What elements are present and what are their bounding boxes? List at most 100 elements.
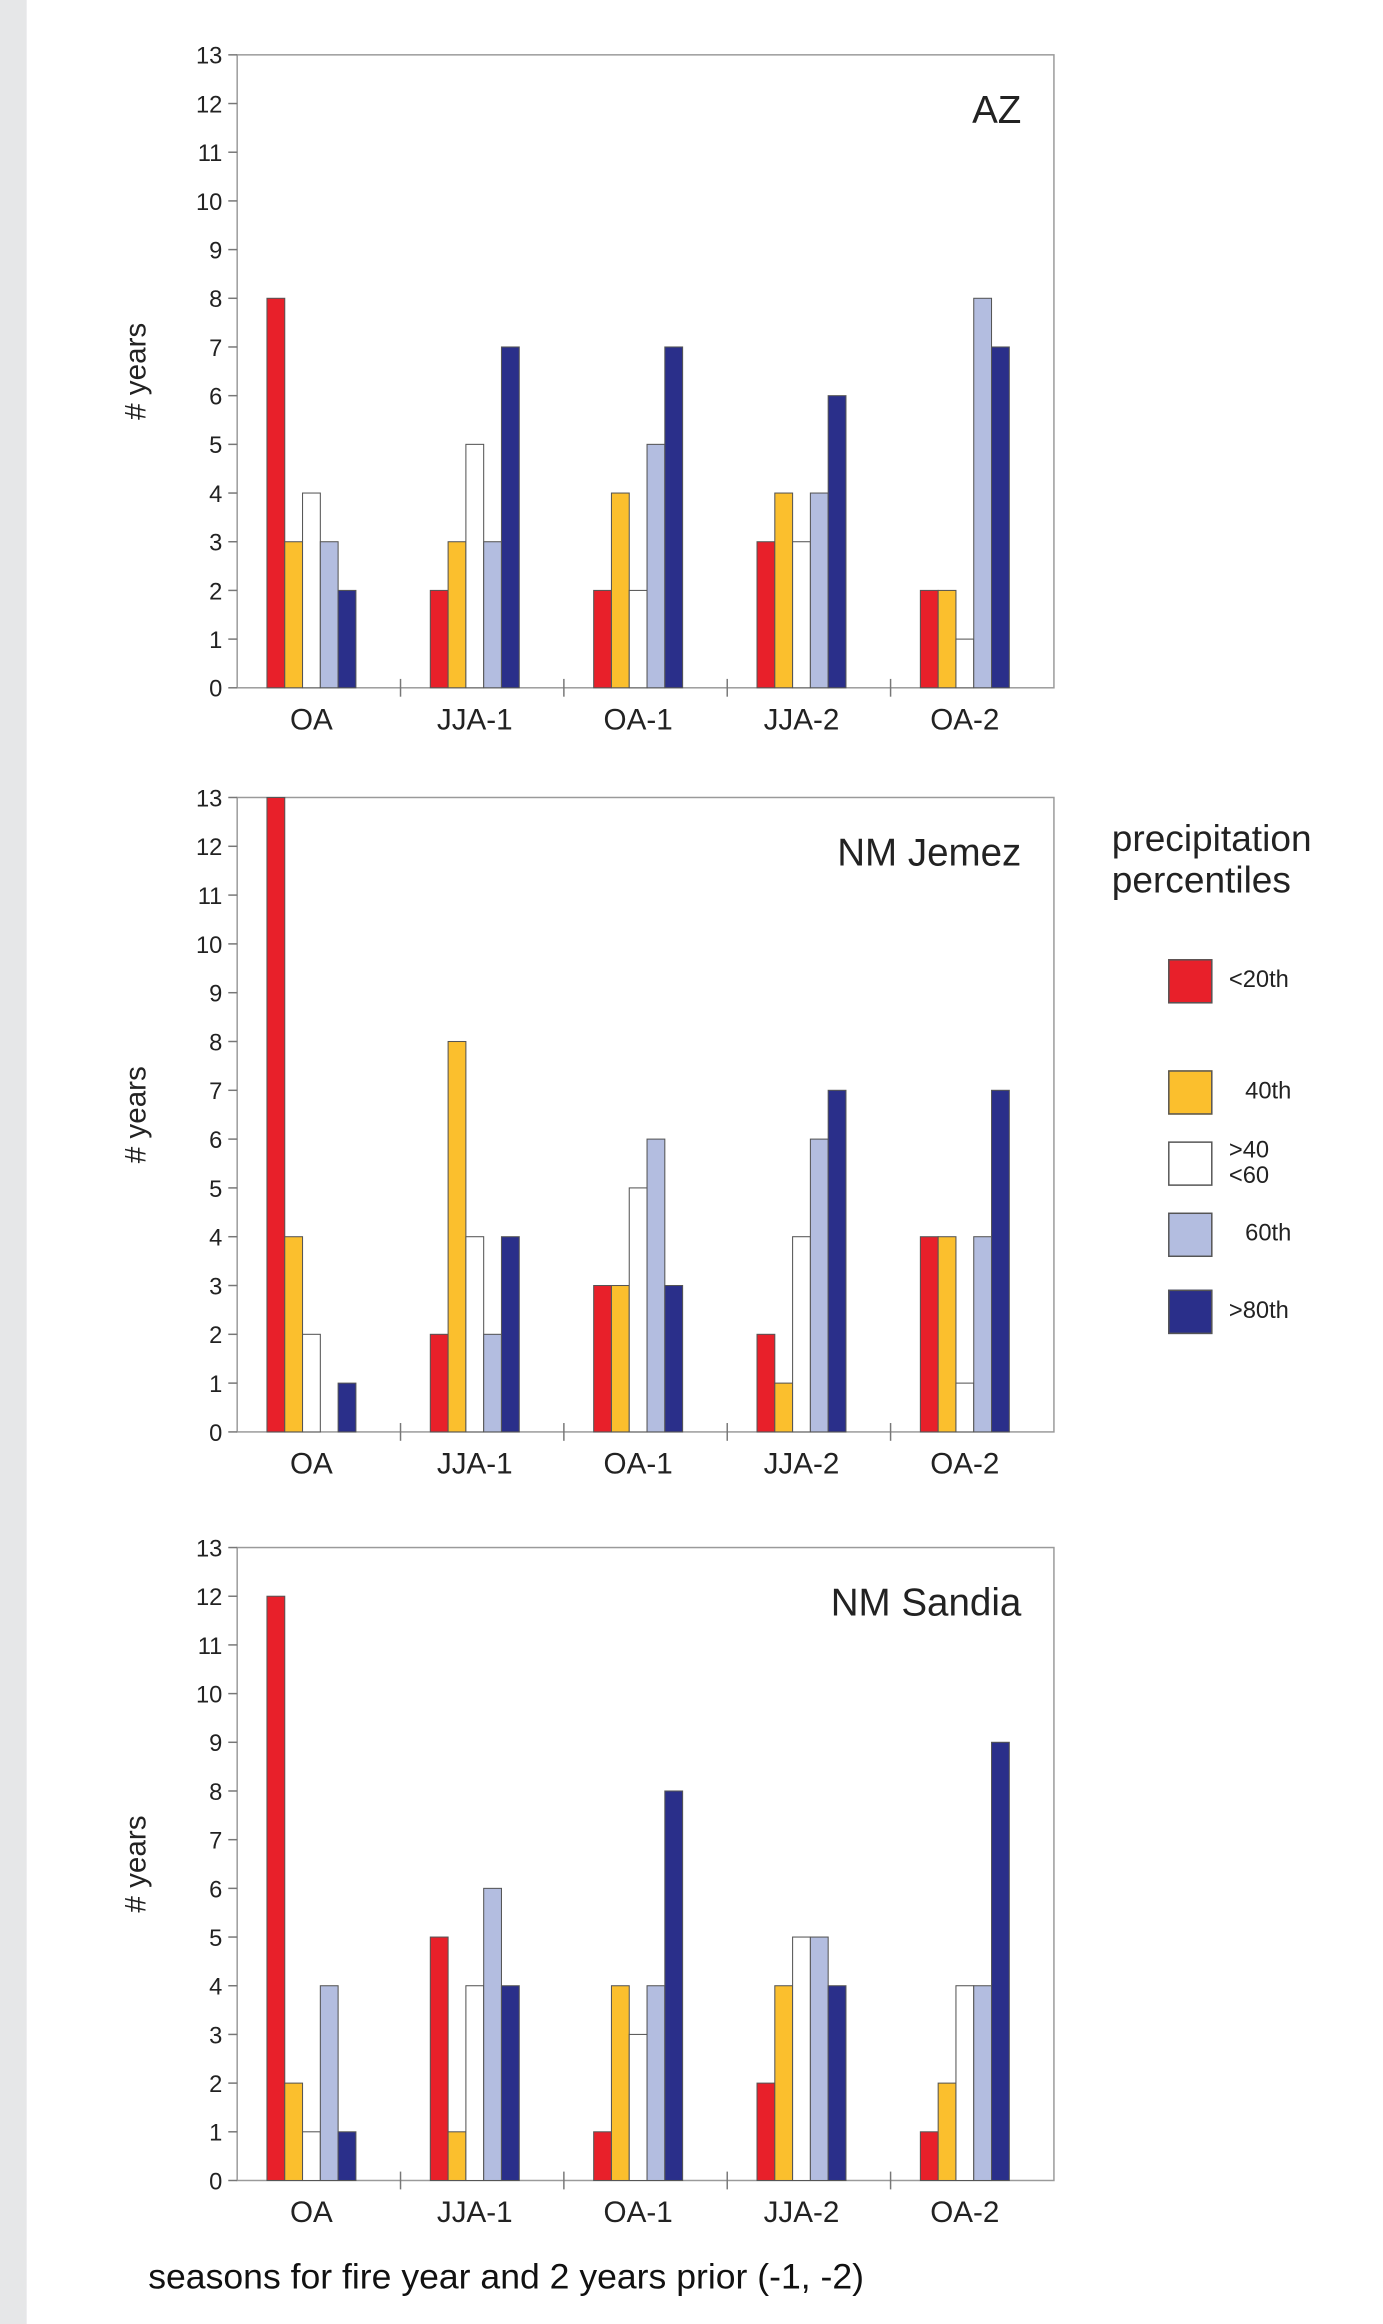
y-tick-label: 1	[209, 1372, 222, 1398]
bar	[774, 492, 794, 689]
y-tick-label: 7	[209, 1829, 222, 1855]
y-tick-label: 8	[209, 1030, 222, 1056]
y-tick-label: 4	[209, 1975, 222, 2001]
legend-label: >80th	[1228, 1298, 1289, 1324]
y-tick-label: 1	[209, 628, 222, 654]
bar	[664, 1284, 684, 1433]
y-axis-label: # years	[119, 1815, 152, 1912]
y-tick-label: 13	[196, 44, 222, 70]
bar	[284, 541, 304, 689]
y-tick-label: 10	[196, 933, 222, 959]
x-tick-label: OA-1	[604, 1447, 673, 1480]
y-tick-label: 3	[209, 1274, 222, 1300]
y-tick-label: 1	[209, 2121, 222, 2147]
bar	[337, 1382, 357, 1433]
y-tick-label: 12	[196, 835, 222, 861]
y-tick-label: 8	[209, 1780, 222, 1806]
bar	[827, 395, 847, 689]
y-tick-label: 11	[198, 141, 223, 167]
x-tick-label: JJA-2	[764, 1447, 840, 1480]
y-tick-label: 11	[198, 884, 223, 910]
x-tick-label: JJA-1	[437, 2196, 513, 2229]
bar	[827, 1089, 847, 1433]
bar	[593, 2131, 612, 2182]
y-axis-label: # years	[119, 1066, 152, 1163]
bar	[483, 1887, 502, 2182]
bar	[500, 1236, 520, 1433]
y-tick-label: 12	[196, 1585, 222, 1611]
bar	[955, 1985, 975, 2182]
legend-label: <20th	[1228, 967, 1289, 994]
bar	[646, 1138, 666, 1433]
bar	[465, 443, 485, 689]
y-tick-label: 0	[209, 2169, 222, 2195]
y-tick-label: 6	[209, 1128, 222, 1154]
bar	[319, 1985, 339, 2182]
y-tick-label: 10	[196, 1683, 222, 1709]
bar	[809, 1138, 829, 1433]
y-tick-label: 3	[209, 531, 222, 557]
bar	[628, 589, 648, 689]
bar	[483, 541, 502, 689]
y-tick-label: 2	[209, 1323, 222, 1349]
x-tick-label: OA	[290, 2196, 333, 2229]
legend-label: 60th	[1245, 1221, 1292, 1247]
bar	[266, 796, 286, 1433]
bar	[919, 1236, 939, 1433]
bar	[955, 1382, 975, 1433]
bar	[284, 2082, 304, 2182]
y-tick-label: 12	[196, 92, 222, 118]
y-tick-label: 11	[198, 1634, 223, 1660]
bar	[937, 1236, 957, 1433]
legend-label: >40 <60	[1228, 1138, 1270, 1189]
bar	[628, 2033, 648, 2182]
bar	[302, 492, 321, 689]
bar	[774, 1382, 794, 1433]
bar	[756, 2082, 776, 2182]
legend-label: 40th	[1245, 1079, 1292, 1105]
bar	[664, 346, 684, 689]
x-tick-label: OA-2	[930, 703, 999, 736]
bar	[919, 2131, 939, 2182]
legend-swatch	[1168, 1212, 1213, 1258]
legend-title: precipitation percentiles	[1111, 818, 1312, 902]
y-tick-label: 2	[209, 2072, 222, 2098]
bar	[792, 1236, 811, 1433]
bar	[646, 1985, 666, 2182]
bar	[593, 1284, 612, 1433]
bar	[628, 1187, 648, 1433]
bar	[266, 297, 286, 689]
bar	[447, 2131, 467, 2182]
bar	[483, 1333, 502, 1433]
x-tick-label: JJA-2	[764, 2196, 840, 2229]
y-tick-label: 5	[209, 433, 222, 459]
x-tick-label: OA-1	[604, 703, 673, 736]
y-tick-label: 3	[209, 2023, 222, 2049]
bar	[809, 492, 829, 689]
bar	[973, 1985, 993, 2182]
bar	[337, 2131, 357, 2182]
x-tick-label: JJA-1	[437, 1447, 513, 1480]
y-tick-label: 5	[209, 1926, 222, 1952]
x-tick-label: OA-1	[604, 2196, 673, 2229]
y-tick-label: 4	[209, 1226, 222, 1252]
bar	[827, 1985, 847, 2182]
y-tick-label: 13	[196, 1536, 222, 1562]
y-tick-label: 9	[209, 238, 222, 264]
bar	[991, 1089, 1010, 1433]
bar	[429, 1936, 449, 2182]
y-tick-label: 7	[209, 336, 222, 362]
bar	[284, 1236, 304, 1433]
bar	[756, 541, 776, 689]
bar	[919, 589, 939, 689]
bar	[465, 1985, 485, 2182]
x-axis-label: seasons for fire year and 2 years prior …	[148, 2257, 864, 2298]
bar	[991, 1741, 1010, 2182]
legend-swatch	[1168, 1141, 1213, 1186]
bar	[610, 1284, 630, 1433]
bar	[774, 1985, 794, 2182]
y-tick-label: 7	[209, 1079, 222, 1105]
x-tick-label: OA	[290, 703, 333, 736]
bar	[991, 346, 1010, 689]
